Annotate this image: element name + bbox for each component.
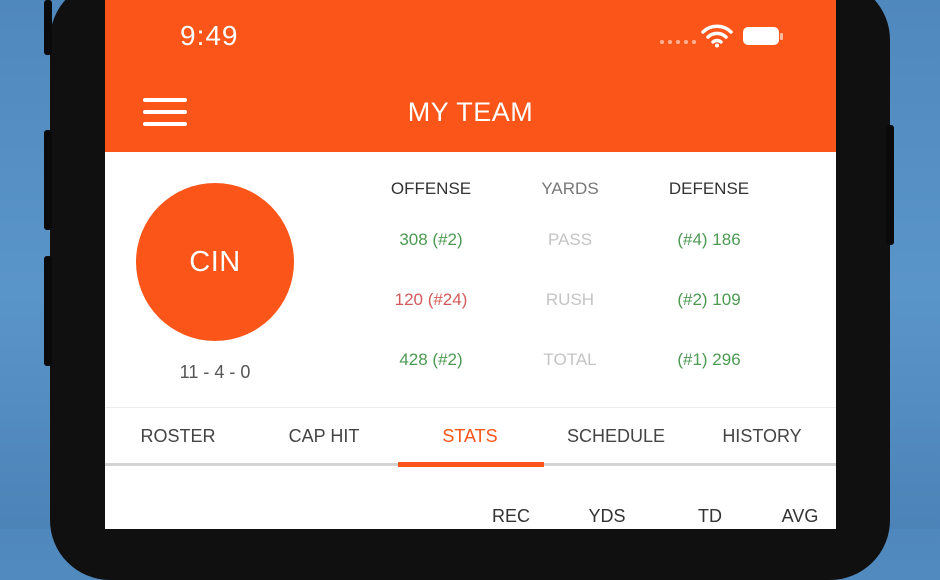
total-offense-value: 428 (#2) <box>399 350 463 369</box>
yards-header: YARDS <box>541 179 599 198</box>
total-defense-value: (#1) 296 <box>677 350 741 369</box>
hamburger-menu-icon[interactable] <box>143 98 187 128</box>
phone-side-button-left-3 <box>44 256 52 366</box>
phone-side-button-left-1 <box>44 0 52 55</box>
offense-header: OFFENSE <box>390 179 472 198</box>
tabs-top-divider <box>105 407 836 408</box>
rush-label: RUSH <box>545 290 595 309</box>
tab-roster[interactable]: ROSTER <box>140 426 216 446</box>
column-header-avg[interactable]: AVG <box>781 506 819 526</box>
team-logo-circle: CIN <box>136 183 294 341</box>
column-header-td[interactable]: TD <box>698 506 722 526</box>
rush-defense-value: (#2) 109 <box>677 290 741 309</box>
pass-offense-value: 308 (#2) <box>399 230 463 249</box>
column-header-rec[interactable]: REC <box>491 506 530 526</box>
team-abbreviation: CIN <box>189 245 241 278</box>
phone-side-button-right <box>886 125 894 245</box>
app-screen: 9:49 MY TEAM CIN 11 - 4 - 0 OFFENSE YARD… <box>105 0 836 529</box>
defense-header: DEFENSE <box>668 179 750 198</box>
app-header: 9:49 MY TEAM <box>105 0 836 152</box>
pass-label: PASS <box>547 230 593 249</box>
team-record: 11 - 4 - 0 <box>179 362 251 382</box>
wifi-icon <box>701 24 733 48</box>
phone-side-button-left-2 <box>44 130 52 230</box>
cellular-signal-icon <box>660 40 696 44</box>
tab-schedule[interactable]: SCHEDULE <box>566 426 666 446</box>
page-title: MY TEAM <box>407 97 534 127</box>
status-time: 9:49 <box>180 20 239 51</box>
battery-icon <box>743 27 783 46</box>
tab-history[interactable]: HISTORY <box>722 426 802 446</box>
total-label: TOTAL <box>543 350 597 369</box>
column-header-yds[interactable]: YDS <box>588 506 626 526</box>
active-tab-indicator <box>398 462 544 467</box>
tab-cap-hit[interactable]: CAP HIT <box>288 426 360 446</box>
rush-offense-value: 120 (#24) <box>394 290 468 309</box>
tab-stats[interactable]: STATS <box>442 426 498 446</box>
pass-defense-value: (#4) 186 <box>677 230 741 249</box>
